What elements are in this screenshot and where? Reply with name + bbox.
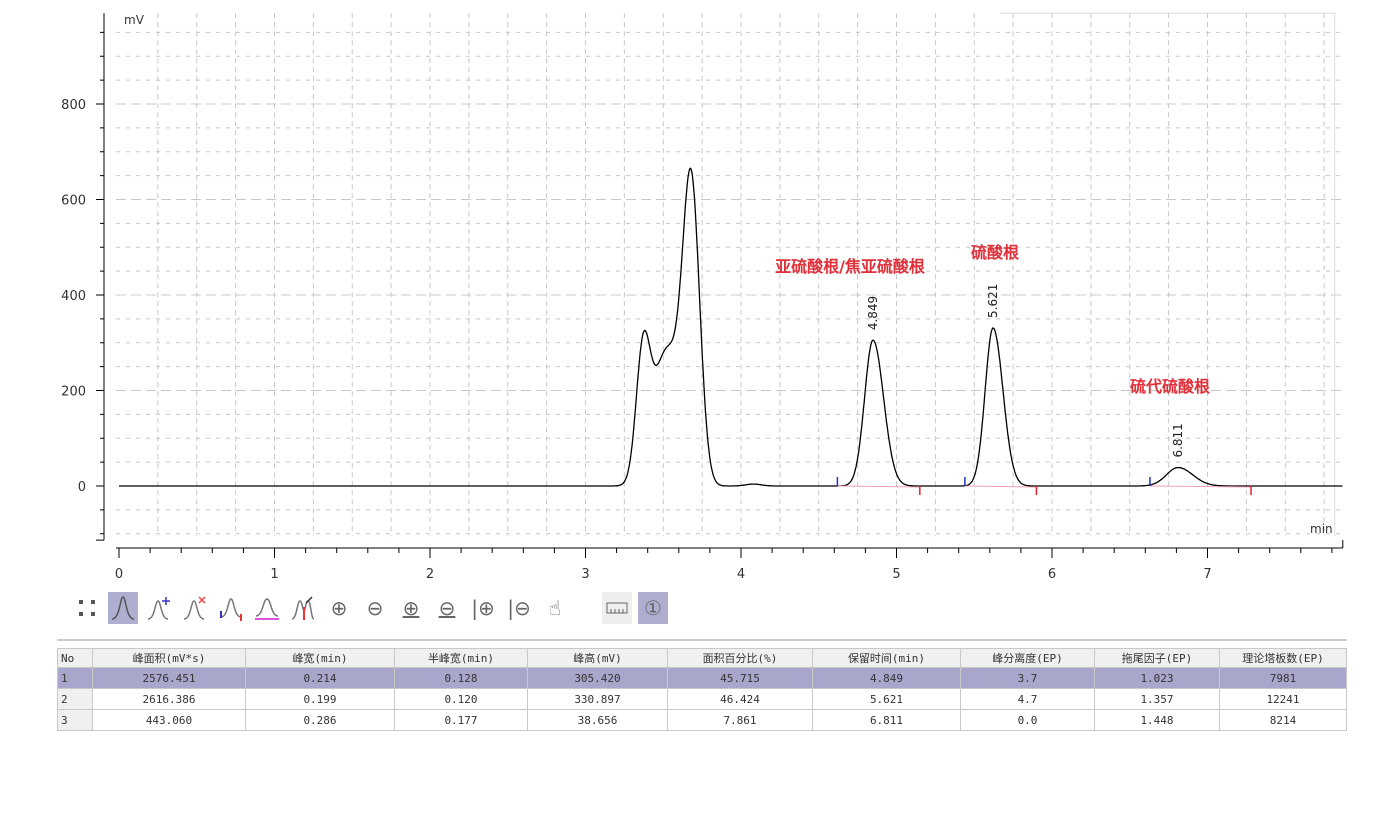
peak-retention-label: 6.811 bbox=[1171, 423, 1185, 457]
table-cell: 1.023 bbox=[1094, 667, 1220, 689]
table-cell: 38.656 bbox=[527, 709, 668, 731]
x-tick-label: 4 bbox=[737, 567, 745, 582]
table-header: No 峰面积(mV*s) 峰宽(min) 半峰宽(min) 峰高(mV) 面积百分比(%)… bbox=[57, 648, 1347, 668]
horizontal-baseline-icon[interactable] bbox=[252, 592, 282, 624]
table-cell: 0.199 bbox=[245, 688, 395, 710]
table-cell: 0.128 bbox=[394, 667, 528, 689]
chromatogram-chart[interactable]: 0 200 400 600 800 0 1 2 3 4 5 6 7 mV min 4.849 亚硫酸根/焦亚硫酸… bbox=[0, 0, 1396, 585]
zoom-out-x-icon[interactable]: |⊖ bbox=[507, 596, 531, 620]
zoom-in-x-icon[interactable]: |⊕ bbox=[471, 596, 495, 620]
table-cell: 443.060 bbox=[92, 709, 246, 731]
x-tick-label: 7 bbox=[1203, 567, 1211, 582]
x-axis-label: min bbox=[1310, 522, 1333, 536]
table-cell: 330.897 bbox=[527, 688, 668, 710]
column-header[interactable]: 峰分离度(EP) bbox=[960, 648, 1095, 668]
table-row[interactable]: 2 2616.386 0.199 0.120 330.897 46.424 5.621 4.7… bbox=[57, 688, 1347, 710]
x-tick-label: 1 bbox=[270, 567, 278, 582]
table-cell: 7.861 bbox=[667, 709, 813, 731]
zoom-out-y-icon[interactable]: ⊖ bbox=[438, 596, 456, 620]
table-cell: 305.420 bbox=[527, 667, 668, 689]
x-tick-label: 2 bbox=[426, 567, 434, 582]
table-cell: 2616.386 bbox=[92, 688, 246, 710]
baseline-segment bbox=[837, 485, 920, 488]
zoom-in-y-icon[interactable]: ⊕ bbox=[402, 596, 420, 620]
column-header[interactable]: 保留时间(min) bbox=[812, 648, 961, 668]
baseline-segment bbox=[964, 485, 1037, 488]
y-tick-label: 0 bbox=[78, 480, 86, 495]
y-tick-label: 800 bbox=[61, 98, 86, 113]
table-cell: 6.811 bbox=[812, 709, 961, 731]
table-cell: 3.7 bbox=[960, 667, 1095, 689]
column-header[interactable]: No bbox=[57, 648, 93, 668]
x-tick-label: 5 bbox=[892, 567, 900, 582]
table-cell: 4.7 bbox=[960, 688, 1095, 710]
divider bbox=[57, 639, 1347, 641]
table-cell: 4.849 bbox=[812, 667, 961, 689]
table-cell: 0.0 bbox=[960, 709, 1095, 731]
table-cell: 3 bbox=[57, 709, 93, 731]
table-cell: 8214 bbox=[1219, 709, 1347, 731]
table-cell: 0.286 bbox=[245, 709, 395, 731]
peak-icon[interactable] bbox=[108, 592, 138, 624]
x-tick-label: 6 bbox=[1048, 567, 1056, 582]
baseline-peak-icon[interactable] bbox=[216, 592, 246, 624]
table-cell: 1.357 bbox=[1094, 688, 1220, 710]
table-cell: 0.214 bbox=[245, 667, 395, 689]
y-tick-label: 600 bbox=[61, 194, 86, 209]
column-header[interactable]: 峰宽(min) bbox=[245, 648, 395, 668]
fit-all-icon[interactable] bbox=[72, 592, 102, 624]
x-tick-label: 3 bbox=[581, 567, 589, 582]
table-cell: 0.120 bbox=[394, 688, 528, 710]
column-header[interactable]: 峰高(mV) bbox=[527, 648, 668, 668]
column-header[interactable]: 半峰宽(min) bbox=[394, 648, 528, 668]
table-cell: 45.715 bbox=[667, 667, 813, 689]
column-header[interactable]: 面积百分比(%) bbox=[667, 648, 813, 668]
peak-number-icon[interactable]: ① bbox=[638, 592, 668, 624]
peak-name-annotation: 亚硫酸根/焦亚硫酸根 bbox=[775, 257, 925, 276]
zoom-in-icon[interactable]: ⊕ bbox=[330, 596, 348, 620]
peak-table: No 峰面积(mV*s) 峰宽(min) 半峰宽(min) 峰高(mV) 面积百分比(%)… bbox=[57, 648, 1347, 731]
ruler-icon[interactable] bbox=[602, 592, 632, 624]
split-peak-icon[interactable] bbox=[288, 592, 318, 624]
table-cell: 2 bbox=[57, 688, 93, 710]
chromatogram-trace bbox=[119, 167, 1343, 487]
x-tick-label: 0 bbox=[115, 567, 123, 582]
add-peak-icon[interactable] bbox=[144, 592, 174, 624]
table-row[interactable]: 3 443.060 0.286 0.177 38.656 7.861 6.811 0.0 1.4… bbox=[57, 709, 1347, 731]
column-header[interactable]: 峰面积(mV*s) bbox=[92, 648, 246, 668]
table-cell: 46.424 bbox=[667, 688, 813, 710]
y-tick-label: 400 bbox=[61, 289, 86, 304]
delete-peak-icon[interactable] bbox=[180, 592, 210, 624]
baseline-segment bbox=[1149, 485, 1252, 488]
table-cell: 7981 bbox=[1219, 667, 1347, 689]
y-axis-label: mV bbox=[124, 13, 145, 27]
column-header[interactable]: 拖尾因子(EP) bbox=[1094, 648, 1220, 668]
hand-pan-icon[interactable]: ☝ bbox=[548, 596, 562, 620]
table-cell: 1.448 bbox=[1094, 709, 1220, 731]
table-row[interactable]: 1 2576.451 0.214 0.128 305.420 45.715 4.849 3.7… bbox=[57, 667, 1347, 689]
column-header[interactable]: 理论塔板数(EP) bbox=[1219, 648, 1347, 668]
table-cell: 2576.451 bbox=[92, 667, 246, 689]
table-cell: 1 bbox=[57, 667, 93, 689]
peak-name-annotation: 硫代硫酸根 bbox=[1130, 377, 1210, 396]
y-tick-label: 200 bbox=[61, 385, 86, 400]
peak-name-annotation: 硫酸根 bbox=[971, 243, 1019, 262]
peak-retention-label: 5.621 bbox=[986, 284, 1000, 318]
chart-toolbar: ⊕ ⊖ ⊕ ⊖ |⊕ |⊖ ☝ ① bbox=[72, 591, 668, 625]
table-cell: 0.177 bbox=[394, 709, 528, 731]
zoom-out-icon[interactable]: ⊖ bbox=[366, 596, 384, 620]
table-cell: 12241 bbox=[1219, 688, 1347, 710]
table-cell: 5.621 bbox=[812, 688, 961, 710]
peak-retention-label: 4.849 bbox=[866, 296, 880, 330]
